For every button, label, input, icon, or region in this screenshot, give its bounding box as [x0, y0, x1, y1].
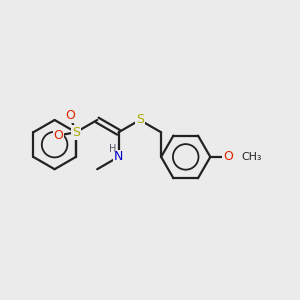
Text: O: O — [53, 129, 63, 142]
Text: O: O — [65, 109, 75, 122]
Text: CH₃: CH₃ — [242, 152, 262, 162]
Text: S: S — [136, 113, 144, 127]
Text: S: S — [72, 126, 80, 139]
Text: H: H — [110, 143, 117, 154]
Text: O: O — [223, 150, 233, 164]
Text: N: N — [114, 150, 123, 164]
